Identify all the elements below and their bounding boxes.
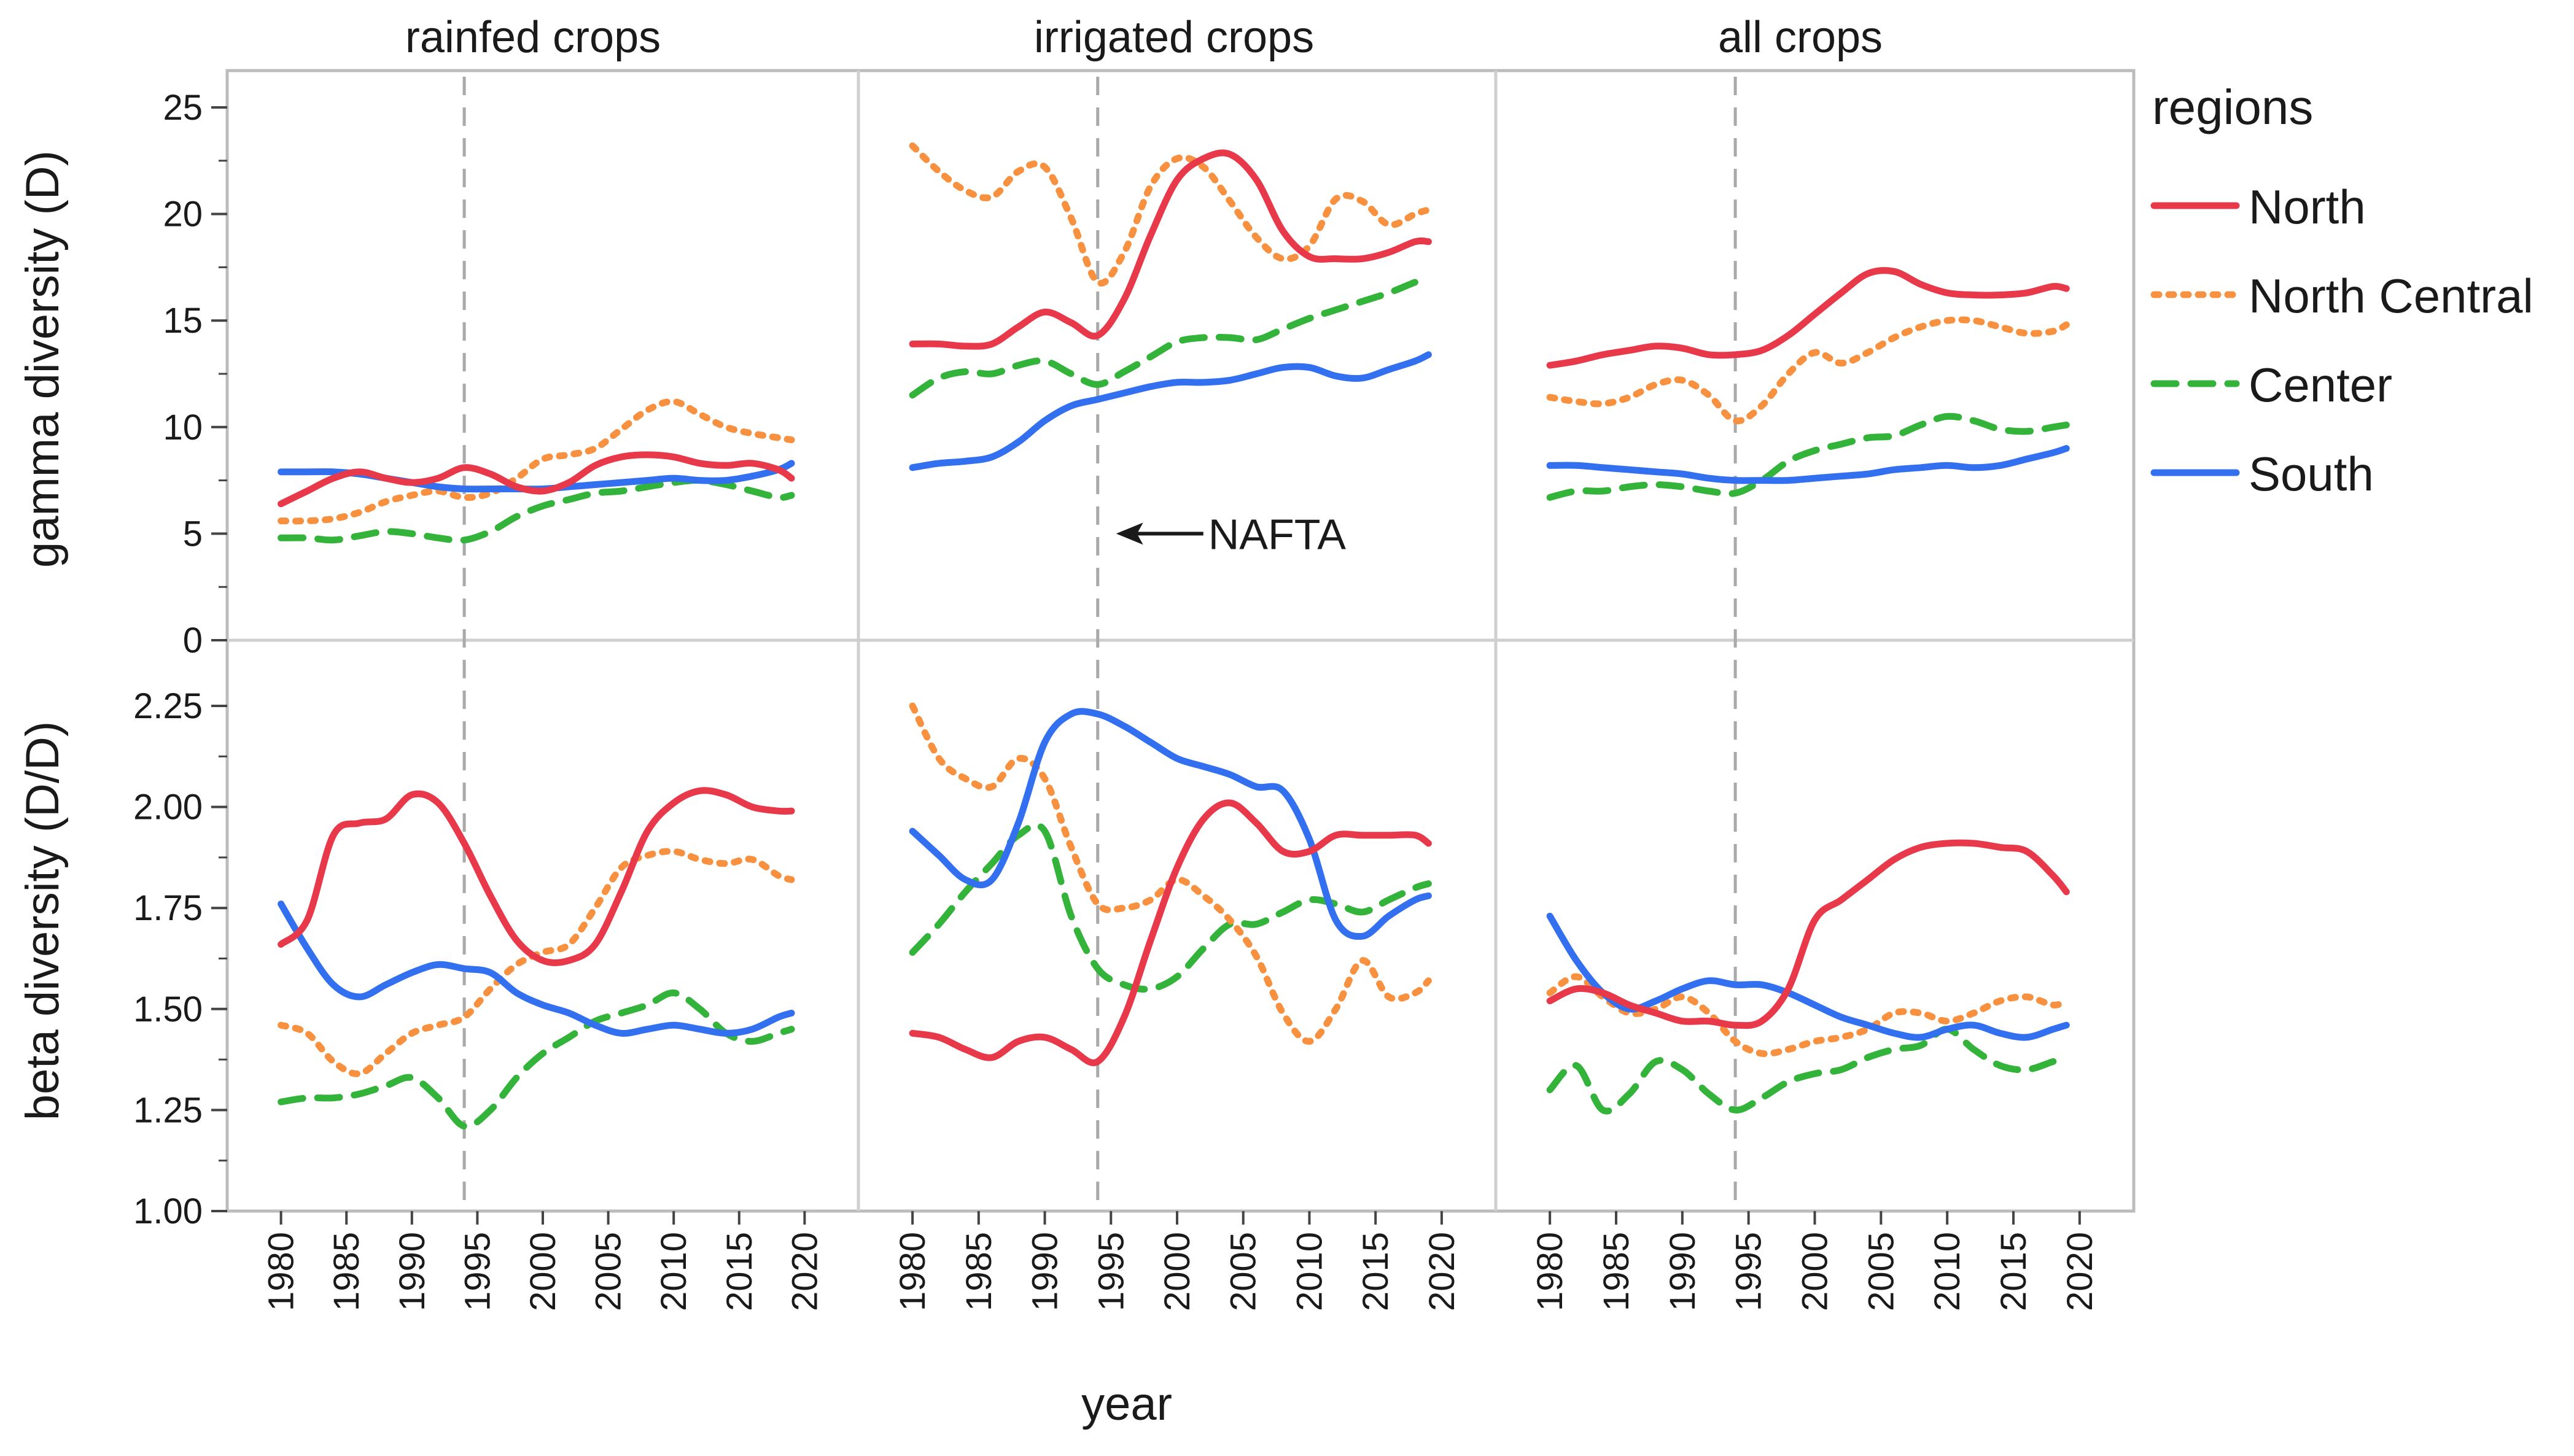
nafta-reference-lines <box>462 77 1737 1211</box>
series-north-beta-all-crops <box>1546 839 2070 1029</box>
series-north-gamma-rainfed-crops <box>278 451 795 508</box>
series-south-beta-irrigated-crops <box>909 708 1432 940</box>
axes: 1980 1985 1990 1995 2000 2005 2010 2015 2020 1980… <box>133 88 2100 1311</box>
x-tick-label-2020-irrigated-crops: 2020 <box>1422 1232 1462 1311</box>
y-tick-label-gamma-25: 25 <box>163 88 203 128</box>
x-tick-label-2005-irrigated-crops: 2005 <box>1224 1232 1264 1311</box>
nafta-annotation: NAFTA <box>1116 510 1347 558</box>
x-tick-label-1980-irrigated-crops: 1980 <box>893 1232 933 1311</box>
x-tick-label-2020-rainfed-crops: 2020 <box>785 1232 825 1311</box>
data-series <box>278 142 2070 1130</box>
x-tick-label-2015-rainfed-crops: 2015 <box>720 1232 760 1311</box>
x-tick-label-2000-irrigated-crops: 2000 <box>1157 1232 1197 1311</box>
y-tick-label-gamma-15: 15 <box>163 301 203 341</box>
x-axis-title: year <box>1081 1378 1172 1430</box>
series-north-central-beta-all-crops <box>1546 973 2070 1058</box>
series-south-gamma-irrigated-crops <box>909 351 1432 471</box>
series-north-central-gamma-irrigated-crops <box>909 142 1432 287</box>
series-north-central-beta-rainfed-crops <box>278 848 795 1077</box>
x-tick-label-1990-all-crops: 1990 <box>1663 1232 1703 1311</box>
titles: year rainfed crops irrigated crops all cro… <box>17 13 1883 1430</box>
y-axis-title-beta: beta diversity (D/D) <box>17 721 69 1120</box>
series-north-gamma-all-crops <box>1546 267 2070 369</box>
y-tick-label-beta-2.00: 2.00 <box>133 788 203 827</box>
series-center-gamma-irrigated-crops <box>909 274 1432 399</box>
x-tick-label-2005-all-crops: 2005 <box>1861 1232 1901 1311</box>
y-tick-label-gamma-5: 5 <box>183 514 203 554</box>
x-tick-label-1980-rainfed-crops: 1980 <box>262 1232 301 1311</box>
legend-title: regions <box>2152 80 2313 134</box>
x-tick-label-2000-rainfed-crops: 2000 <box>523 1232 563 1311</box>
legend-label-south: South <box>2249 447 2374 501</box>
x-tick-label-1995-irrigated-crops: 1995 <box>1091 1232 1131 1311</box>
series-north-beta-rainfed-crops <box>278 787 795 967</box>
x-tick-label-1985-rainfed-crops: 1985 <box>327 1232 367 1311</box>
x-tick-label-2020-all-crops: 2020 <box>2060 1232 2100 1311</box>
series-center-beta-irrigated-crops <box>909 821 1432 993</box>
column-title-all-crops: all crops <box>1718 13 1883 62</box>
x-tick-label-1985-irrigated-crops: 1985 <box>959 1232 999 1311</box>
x-tick-label-2005-rainfed-crops: 2005 <box>589 1232 629 1311</box>
y-tick-label-beta-1.50: 1.50 <box>133 989 203 1029</box>
legend-label-north-central: North Central <box>2249 269 2533 323</box>
series-north-beta-irrigated-crops <box>909 799 1432 1066</box>
series-north-central-gamma-rainfed-crops <box>278 398 795 525</box>
series-north-gamma-irrigated-crops <box>909 149 1432 350</box>
series-center-beta-all-crops <box>1546 1026 2070 1115</box>
y-tick-label-gamma-20: 20 <box>163 195 203 234</box>
column-title-rainfed-crops: rainfed crops <box>405 13 661 62</box>
x-tick-label-1995-rainfed-crops: 1995 <box>457 1232 497 1311</box>
x-tick-label-2015-irrigated-crops: 2015 <box>1356 1232 1396 1311</box>
series-south-beta-all-crops <box>1546 912 2070 1041</box>
y-tick-label-gamma-0: 0 <box>183 621 203 660</box>
x-tick-label-2015-all-crops: 2015 <box>1994 1232 2034 1311</box>
series-south-beta-rainfed-crops <box>278 900 795 1037</box>
y-tick-label-beta-1.75: 1.75 <box>133 888 203 928</box>
nafta-arrow-head <box>1116 522 1143 545</box>
series-south-gamma-all-crops <box>1546 445 2070 484</box>
panel-separators <box>227 71 2134 1211</box>
x-tick-label-1990-rainfed-crops: 1990 <box>392 1232 432 1311</box>
x-tick-label-2000-all-crops: 2000 <box>1795 1232 1835 1311</box>
legend: regions North North Central Center South <box>2150 80 2533 501</box>
series-north-central-beta-irrigated-crops <box>909 702 1432 1045</box>
y-tick-label-beta-2.25: 2.25 <box>133 686 203 726</box>
column-title-irrigated-crops: irrigated crops <box>1034 13 1314 62</box>
x-tick-label-2010-all-crops: 2010 <box>1927 1232 1967 1311</box>
x-tick-label-1985-all-crops: 1985 <box>1596 1232 1636 1311</box>
series-center-beta-rainfed-crops <box>278 989 795 1130</box>
nafta-label: NAFTA <box>1208 510 1347 558</box>
y-axis-title-gamma: gamma diversity (D) <box>17 150 69 568</box>
series-north-central-gamma-all-crops <box>1546 316 2070 425</box>
x-tick-label-1995-all-crops: 1995 <box>1729 1232 1769 1311</box>
x-tick-label-2010-irrigated-crops: 2010 <box>1289 1232 1329 1311</box>
legend-label-north: North <box>2249 180 2366 234</box>
y-tick-label-beta-1.25: 1.25 <box>133 1090 203 1130</box>
series-center-gamma-all-crops <box>1546 412 2070 501</box>
x-tick-label-1980-all-crops: 1980 <box>1530 1232 1570 1311</box>
x-tick-label-2010-rainfed-crops: 2010 <box>654 1232 694 1311</box>
x-tick-label-1990-irrigated-crops: 1990 <box>1025 1232 1065 1311</box>
legend-label-center: Center <box>2249 358 2392 412</box>
y-tick-label-gamma-10: 10 <box>163 408 203 447</box>
y-tick-label-beta-1.00: 1.00 <box>133 1191 203 1231</box>
